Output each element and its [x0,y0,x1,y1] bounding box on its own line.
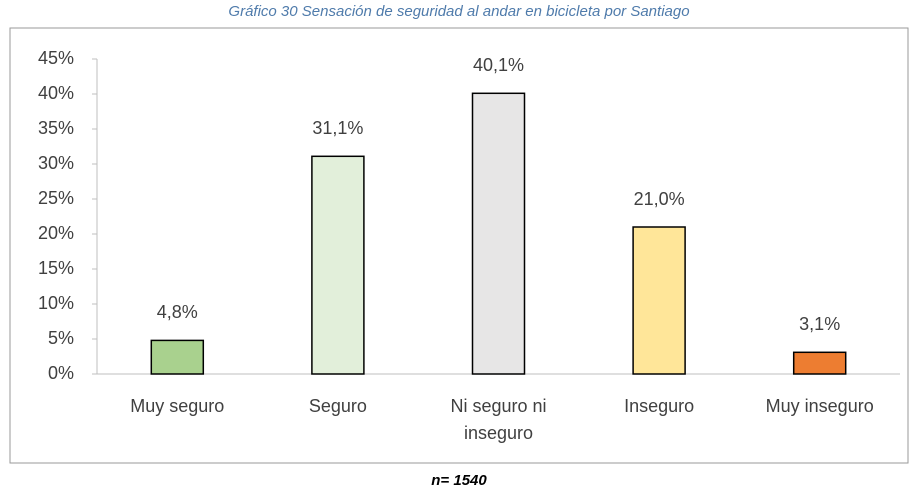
y-tick-label: 20% [38,223,74,243]
bar [632,226,686,375]
y-tick-label: 45% [38,48,74,68]
data-label: 4,8% [157,302,198,322]
y-tick-label: 40% [38,83,74,103]
data-label: 21,0% [634,189,685,209]
bar [471,92,526,375]
y-tick-label: 5% [48,328,74,348]
y-tick-label: 30% [38,153,74,173]
chart-title: Gráfico 30 Sensación de seguridad al and… [228,3,689,20]
data-label: 40,1% [473,55,524,75]
y-tick-label: 10% [38,293,74,313]
bar [311,155,365,375]
y-tick-label: 35% [38,118,74,138]
x-tick-label: Muy inseguro [766,396,874,416]
x-tick-label: Inseguro [624,396,694,416]
data-label: 31,1% [312,118,363,138]
data-label: 3,1% [799,314,840,334]
bar [792,351,847,375]
x-tick-label: Seguro [309,396,367,416]
y-tick-label: 0% [48,363,74,383]
x-tick-label: Ni seguro ni inseguro [450,396,546,443]
chart-frame [9,27,909,464]
bar [150,339,205,375]
x-tick-label: Muy seguro [130,396,224,416]
sample-note: n= 1540 [431,472,487,489]
y-tick-label: 25% [38,188,74,208]
y-tick-label: 15% [38,258,74,278]
